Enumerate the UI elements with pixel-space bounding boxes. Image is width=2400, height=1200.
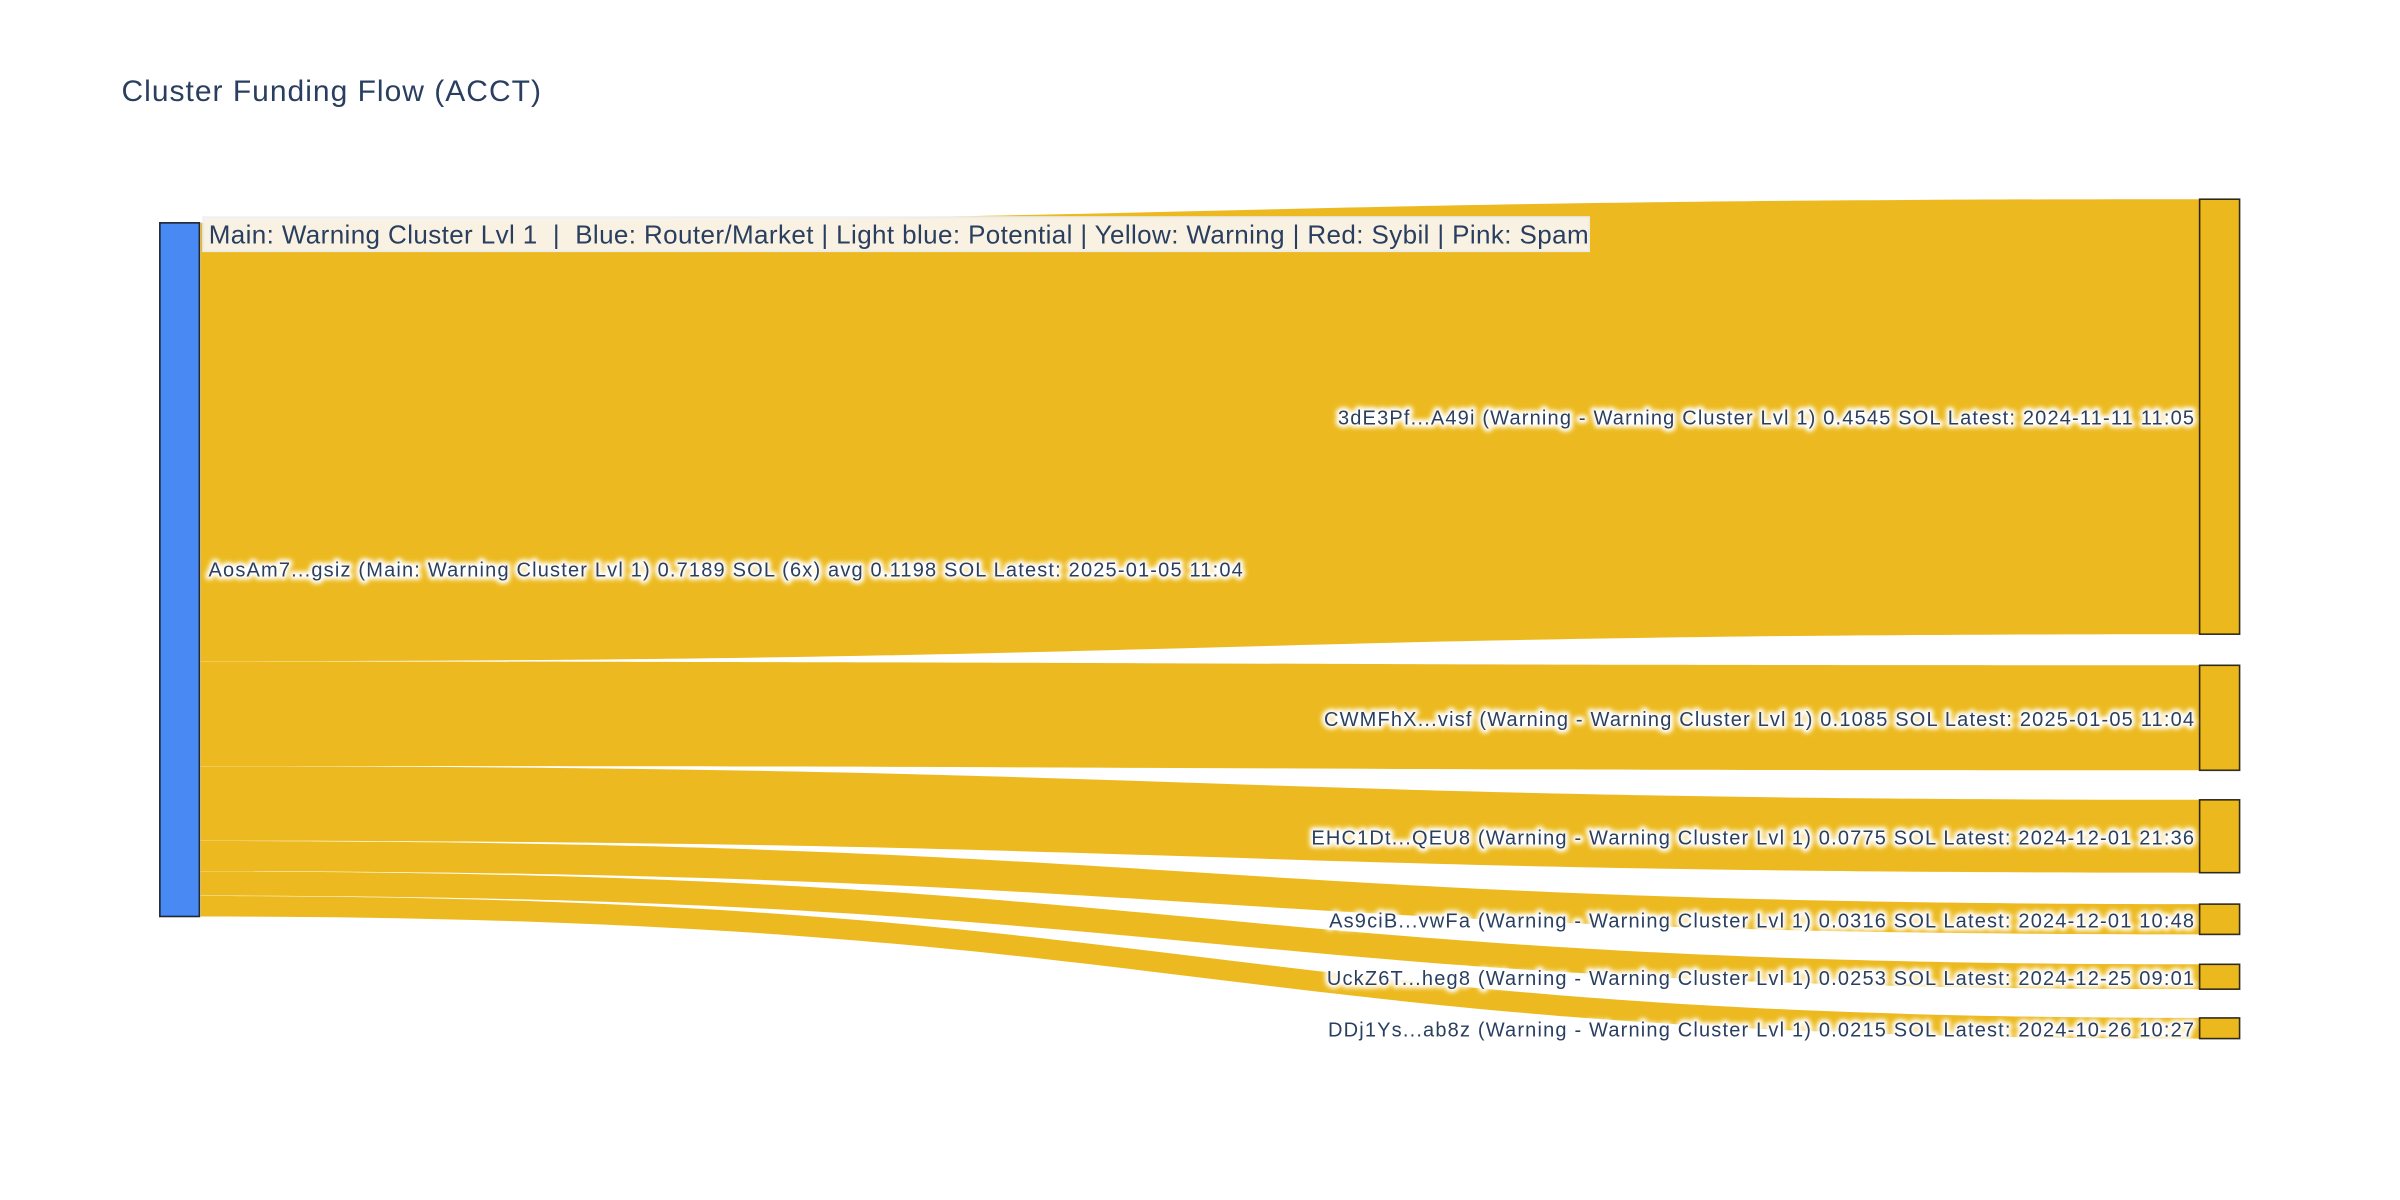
svg-text:AosAm7...gsiz (Main: Warning C: AosAm7...gsiz (Main: Warning Cluster Lvl… bbox=[209, 560, 1244, 582]
svg-text:Main: Warning Cluster Lvl 1 |: Main: Warning Cluster Lvl 1 | Blue: Rout… bbox=[209, 219, 1589, 249]
svg-text:UckZ6T...heg8 (Warning - Warni: UckZ6T...heg8 (Warning - Warning Cluster… bbox=[1327, 968, 2195, 990]
svg-text:EHC1Dt...QEU8 (Warning - Warni: EHC1Dt...QEU8 (Warning - Warning Cluster… bbox=[1311, 827, 2195, 849]
svg-text:DDj1Ys...ab8z (Warning - Warni: DDj1Ys...ab8z (Warning - Warning Cluster… bbox=[1328, 1019, 2195, 1041]
svg-text:EHC1Dt...QEU8 (Warning - Warni: EHC1Dt...QEU8 (Warning - Warning Cluster… bbox=[1311, 827, 2195, 849]
svg-text:3dE3Pf...A49i (Warning - Warni: 3dE3Pf...A49i (Warning - Warning Cluster… bbox=[1338, 408, 2195, 430]
svg-text:As9ciB...vwFa (Warning - Warni: As9ciB...vwFa (Warning - Warning Cluster… bbox=[1329, 910, 2195, 932]
svg-text:CWMFhX...visf (Warning - Warni: CWMFhX...visf (Warning - Warning Cluster… bbox=[1324, 709, 2195, 731]
svg-text:CWMFhX...visf (Warning - Warni: CWMFhX...visf (Warning - Warning Cluster… bbox=[1324, 709, 2195, 731]
svg-text:As9ciB...vwFa (Warning - Warni: As9ciB...vwFa (Warning - Warning Cluster… bbox=[1329, 910, 2195, 932]
svg-text:Cluster Funding Flow (ACCT): Cluster Funding Flow (ACCT) bbox=[122, 75, 542, 108]
svg-text:AosAm7...gsiz (Main: Warning C: AosAm7...gsiz (Main: Warning Cluster Lvl… bbox=[209, 560, 1244, 582]
svg-text:3dE3Pf...A49i (Warning - Warni: 3dE3Pf...A49i (Warning - Warning Cluster… bbox=[1338, 408, 2195, 430]
svg-text:DDj1Ys...ab8z (Warning - Warni: DDj1Ys...ab8z (Warning - Warning Cluster… bbox=[1328, 1019, 2195, 1041]
svg-text:UckZ6T...heg8 (Warning - Warni: UckZ6T...heg8 (Warning - Warning Cluster… bbox=[1327, 968, 2195, 990]
